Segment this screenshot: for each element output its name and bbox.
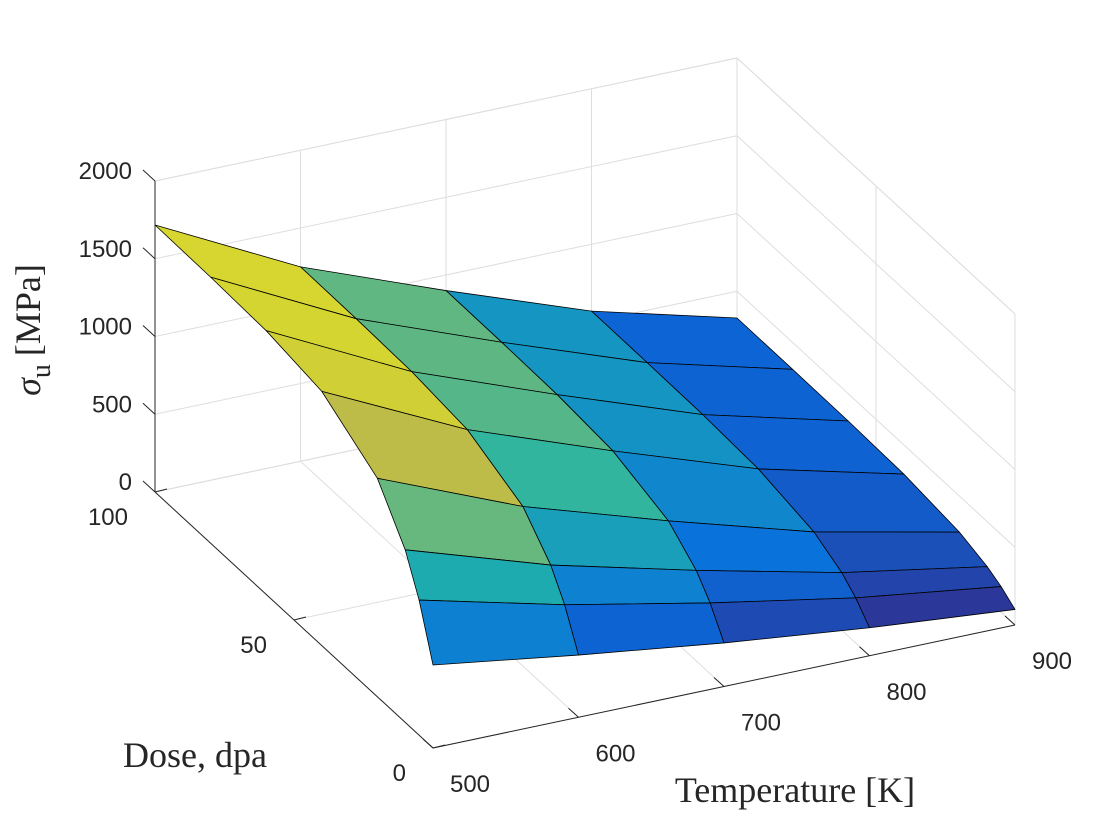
y-tick-label: 100 xyxy=(88,504,128,531)
x-axis-title: Temperature [K] xyxy=(675,770,915,810)
x-tick xyxy=(568,707,579,718)
y-tick-label: 0 xyxy=(393,760,406,787)
y-tick-label: 50 xyxy=(240,632,267,659)
z-tick-label: 0 xyxy=(119,469,132,496)
grid-line xyxy=(154,135,738,260)
x-tick-label: 600 xyxy=(595,740,635,767)
z-tick xyxy=(142,325,156,337)
x-tick xyxy=(859,646,870,657)
x-tick-label: 900 xyxy=(1032,648,1072,675)
x-tick-label: 500 xyxy=(450,771,490,798)
z-tick-label: 500 xyxy=(92,391,132,418)
z-tick xyxy=(142,480,156,493)
surface-cell xyxy=(695,569,856,604)
y-tick xyxy=(432,744,446,749)
z-tick xyxy=(142,402,156,415)
surface-cell xyxy=(564,602,725,656)
x-tick xyxy=(1004,615,1016,626)
x-tick xyxy=(422,738,434,749)
x-tick-label: 700 xyxy=(741,710,781,737)
surface-cell xyxy=(418,599,579,666)
z-tick-label: 2000 xyxy=(79,158,132,185)
grid-line xyxy=(736,213,1016,470)
y-axis-title: Dose, dpa xyxy=(123,735,267,775)
surface-cell xyxy=(550,564,711,606)
y-tick xyxy=(293,616,307,621)
z-axis-subscript: u xyxy=(26,364,57,378)
z-axis-symbol: σ xyxy=(8,377,48,396)
z-tick-label: 1500 xyxy=(79,236,132,263)
x-tick xyxy=(713,677,725,687)
grid-line xyxy=(154,57,738,182)
grid-line xyxy=(736,290,1016,548)
surface-cell xyxy=(813,531,988,574)
grid-line xyxy=(736,57,1016,315)
z-tick xyxy=(142,247,156,260)
y-tick xyxy=(154,488,168,493)
z-axis-unit: [MPa] xyxy=(8,264,48,356)
z-axis-title: σu [MPa] xyxy=(8,264,57,396)
x-tick-label: 800 xyxy=(886,679,926,706)
grid-line xyxy=(736,135,1016,393)
surface-cell xyxy=(709,597,870,644)
surface xyxy=(154,224,1016,666)
z-tick xyxy=(142,169,156,182)
z-tick-label: 1000 xyxy=(79,314,132,341)
